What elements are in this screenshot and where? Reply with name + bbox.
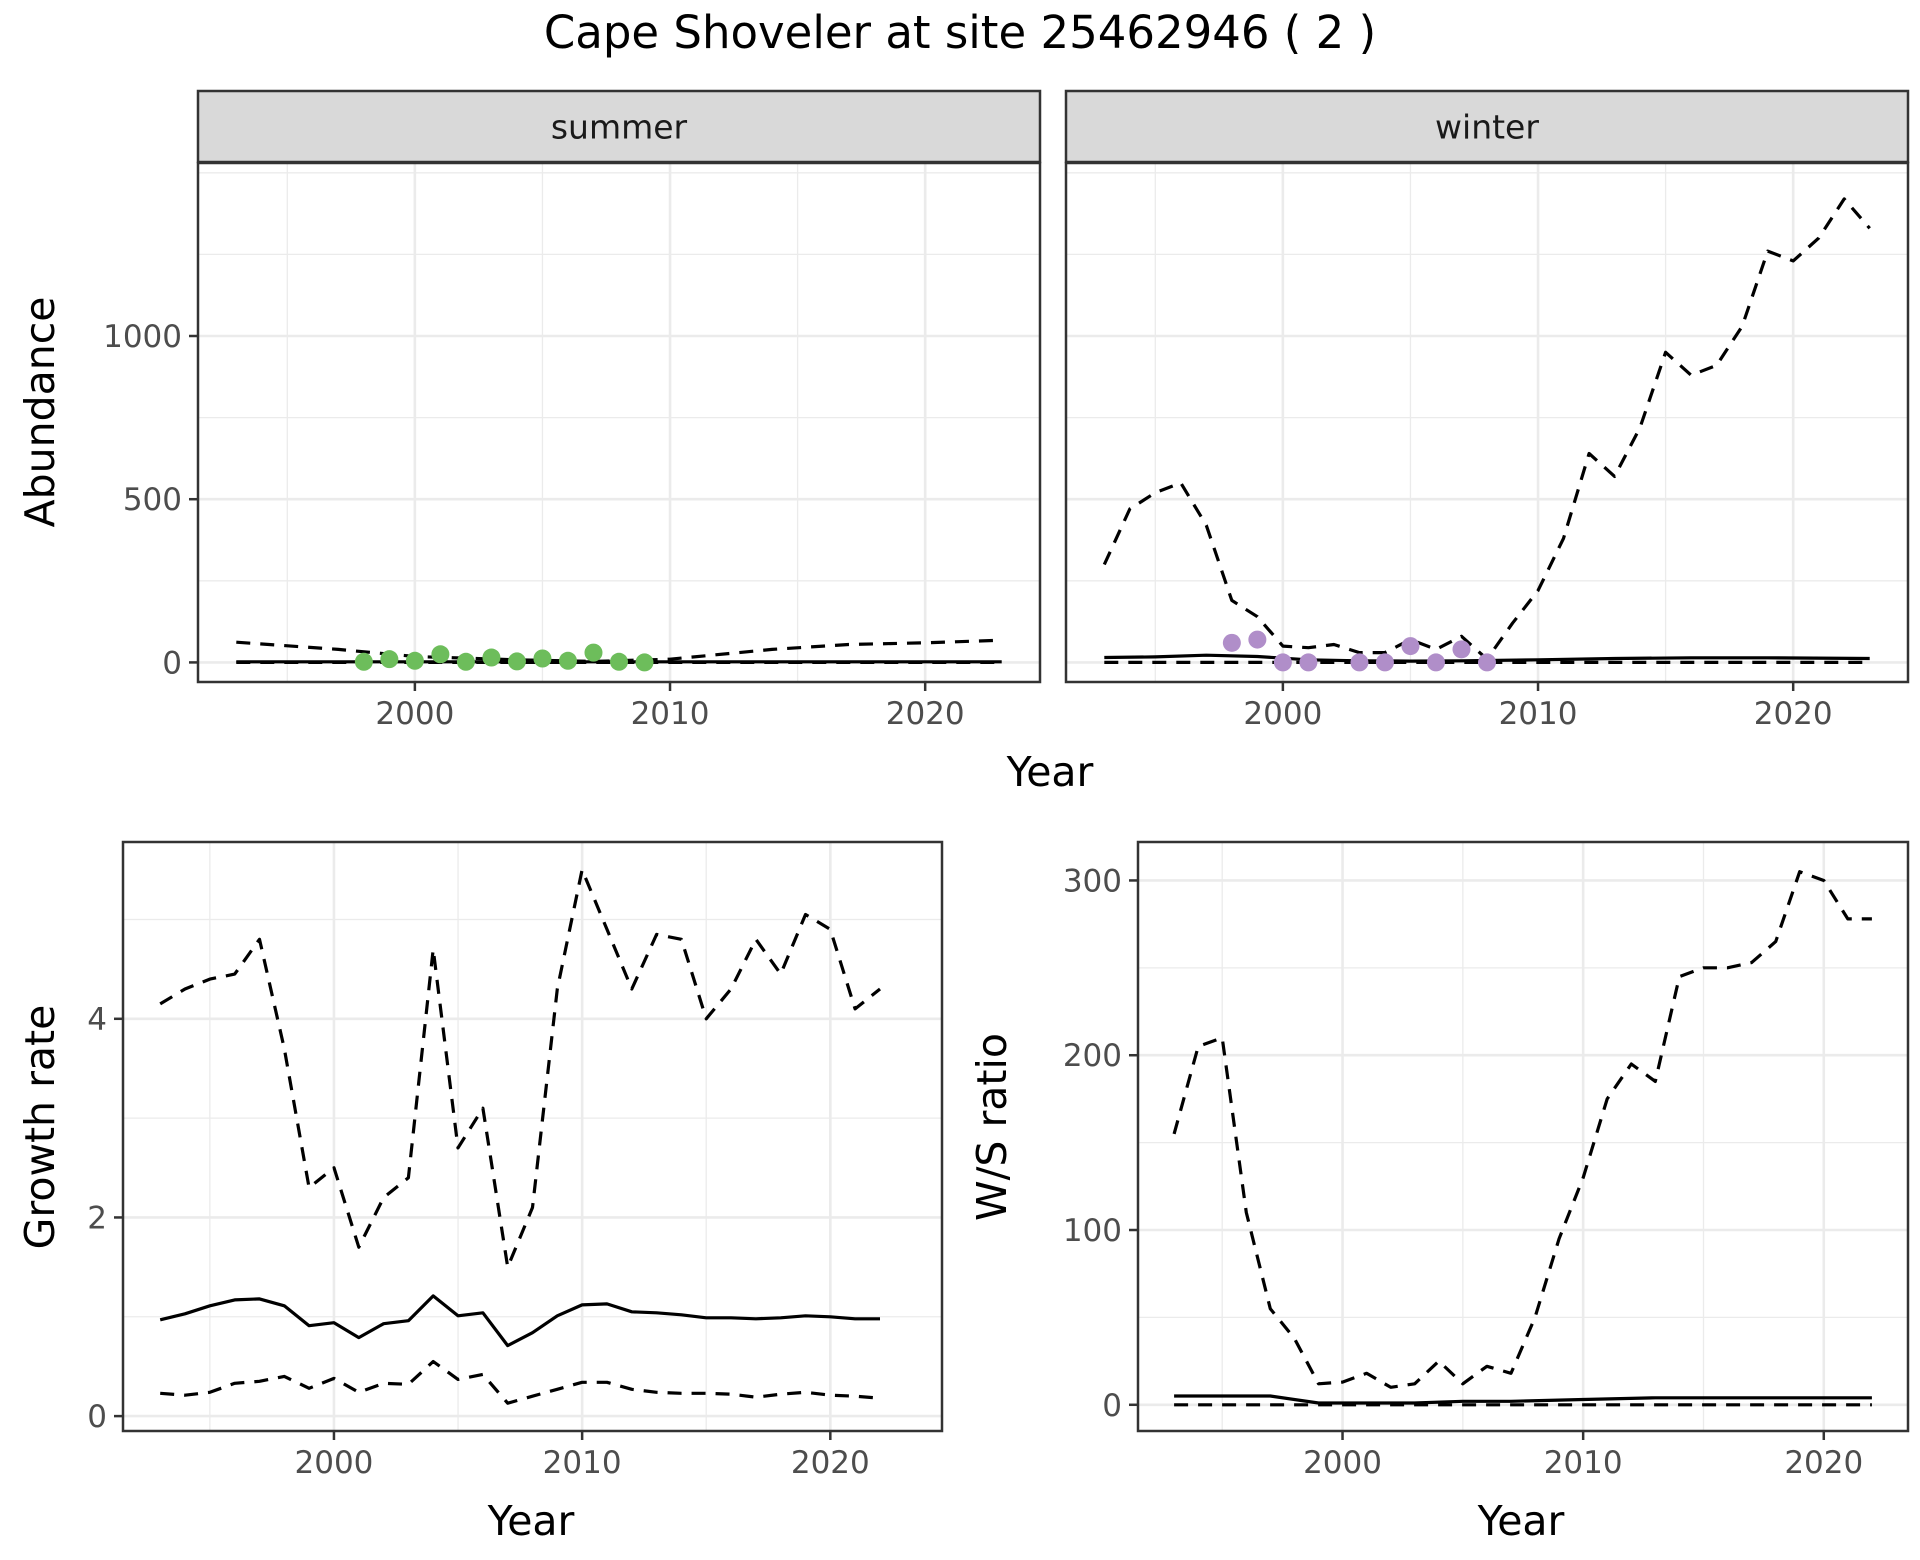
- growth-rate-y-tick-label: 2: [87, 1200, 107, 1236]
- summer-observed-point: [380, 650, 399, 669]
- winter-observed-point: [1452, 640, 1471, 659]
- winter-observed-point: [1426, 653, 1445, 672]
- growth-rate-x-tick-label: 2020: [791, 1445, 870, 1481]
- abundance-x-axis-title: Year: [1006, 748, 1094, 796]
- growth-rate-panel-border: [121, 840, 944, 1433]
- summer-observed-point: [482, 648, 501, 667]
- ws-ratio-x-tick-label: 2000: [1303, 1445, 1382, 1481]
- winter-estimate-line: [1104, 653, 1870, 663]
- summer-observed-point: [635, 653, 654, 672]
- growth-rate-lower-line: [160, 1359, 881, 1405]
- growth-rate-panel: 2000 2010 2020 0 2 4 Year Growth rate: [16, 840, 944, 1545]
- summer-y-tick-label: 0: [162, 645, 182, 681]
- summer-x-tick-label: 2010: [631, 696, 710, 732]
- growth-rate-x-tick-label: 2000: [295, 1445, 374, 1481]
- growth-rate-y-tick-label: 4: [87, 1002, 107, 1038]
- abundance-panel: summer 2000 2010 2020 0 500 1000 winter 2000 201…: [16, 89, 1910, 796]
- ws-ratio-panel: 2000 2010 2020 0 100 200 300 Year W/S ratio: [968, 840, 1910, 1545]
- summer-strip-label: summer: [551, 108, 688, 147]
- summer-observed-point: [456, 652, 475, 671]
- summer-y-tick-label: 1000: [103, 319, 182, 355]
- ws-ratio-y-tick-label: 300: [1063, 863, 1122, 899]
- growth-rate-gridlines: [123, 842, 942, 1431]
- ws-ratio-estimate-line: [1174, 1394, 1872, 1405]
- ws-ratio-plot-area: [1138, 842, 1908, 1431]
- ws-ratio-y-axis-title: W/S ratio: [968, 1033, 1016, 1221]
- ws-ratio-x-tick-label: 2010: [1544, 1445, 1623, 1481]
- growth-rate-x-axis-title: Year: [487, 1497, 575, 1545]
- ws-ratio-y-tick-label: 100: [1063, 1213, 1122, 1249]
- winter-x-tick-label: 2000: [1243, 696, 1322, 732]
- winter-observed-point: [1478, 653, 1496, 672]
- growth-rate-y-tick-label: 0: [87, 1399, 107, 1435]
- winter-strip-label: winter: [1435, 108, 1539, 147]
- summer-panel-border: [196, 161, 1042, 684]
- winter-observed-point: [1375, 653, 1394, 672]
- summer-plot-area: [198, 163, 1040, 682]
- summer-y-tick-label: 500: [123, 482, 182, 518]
- summer-observed-point: [507, 652, 526, 671]
- winter-x-tick-label: 2010: [1499, 696, 1578, 732]
- growth-rate-x-tick-label: 2010: [543, 1445, 622, 1481]
- summer-observed-point: [431, 645, 450, 664]
- winter-observed-point: [1350, 653, 1369, 672]
- summer-upper-line: [236, 638, 1002, 663]
- growth-rate-upper-line: [159, 868, 881, 1269]
- winter-observed-point: [1273, 653, 1292, 672]
- summer-x-tick-label: 2000: [375, 696, 454, 732]
- summer-facet: summer 2000 2010 2020 0 500 1000: [103, 89, 1042, 732]
- ws-ratio-plot: 2000 2010 2020 0 100 200 300: [1063, 840, 1910, 1481]
- ws-ratio-gridlines: [1138, 842, 1908, 1431]
- ws-ratio-x-tick-label: 2020: [1784, 1445, 1863, 1481]
- summer-observed-point: [405, 651, 424, 670]
- winter-observed-point: [1248, 630, 1267, 649]
- ws-ratio-panel-border: [1136, 840, 1910, 1433]
- growth-rate-y-axis-title: Growth rate: [16, 1005, 64, 1250]
- ws-ratio-y-tick-label: 0: [1102, 1388, 1122, 1424]
- winter-panel-border: [1064, 161, 1910, 684]
- summer-strip: [196, 89, 1042, 164]
- winter-x-tick-label: 2020: [1754, 696, 1833, 732]
- ws-ratio-x-axis-title: Year: [1477, 1497, 1565, 1545]
- growth-rate-plot: 2000 2010 2020 0 2 4: [87, 840, 944, 1481]
- summer-observed-point: [610, 652, 628, 671]
- winter-facet: winter 2000 2010 2020: [1064, 89, 1910, 732]
- summer-x-tick-label: 2020: [886, 696, 965, 732]
- winter-observed-point: [1401, 637, 1420, 656]
- winter-observed-point: [1222, 633, 1241, 652]
- figure-title: Cape Shoveler at site 25462946 ( 2 ): [544, 6, 1376, 59]
- ws-ratio-upper-line: [1172, 870, 1872, 1389]
- summer-observed-point: [533, 649, 552, 668]
- abundance-y-axis-title: Abundance: [16, 297, 64, 528]
- summer-observed-point: [354, 652, 373, 671]
- growth-rate-estimate-line: [159, 1294, 880, 1348]
- ws-ratio-y-tick-label: 200: [1063, 1038, 1122, 1074]
- summer-observed-point: [558, 651, 577, 670]
- summer-observed-point: [584, 643, 603, 662]
- winter-observed-point: [1299, 653, 1318, 672]
- growth-rate-plot-area: [123, 842, 942, 1431]
- winter-plot-area: [1066, 163, 1908, 682]
- winter-gridlines: [1066, 163, 1908, 682]
